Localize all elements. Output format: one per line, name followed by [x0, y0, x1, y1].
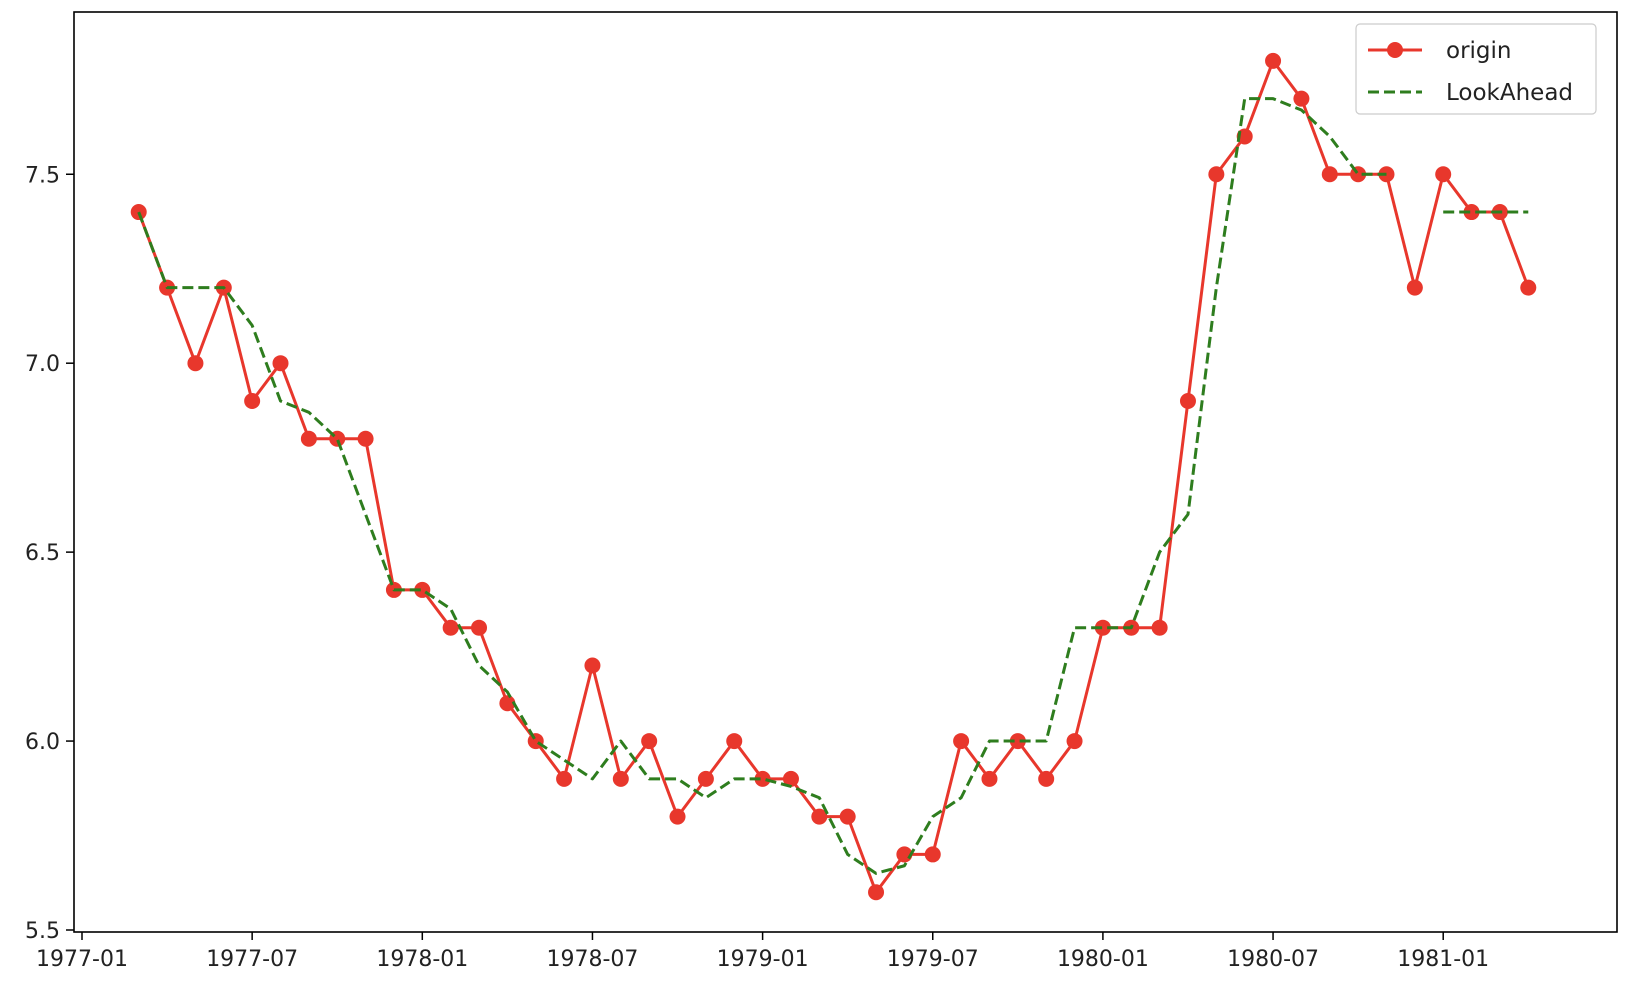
x-axis: 1977-01 1977-07 1978-01 1978-07 1979-01 1979-… — [36, 932, 1489, 972]
data-point — [811, 808, 828, 825]
x-tick-label: 1979-07 — [887, 947, 979, 972]
plot-area — [74, 12, 1617, 932]
data-point — [953, 733, 970, 750]
data-point — [527, 733, 544, 750]
data-point — [1094, 619, 1111, 636]
data-point — [754, 770, 771, 787]
x-tick-label: 1980-01 — [1057, 947, 1149, 972]
data-point — [300, 430, 317, 447]
data-point — [556, 770, 573, 787]
data-point — [981, 770, 998, 787]
legend: origin LookAhead — [1355, 23, 1597, 115]
data-point — [1520, 279, 1537, 296]
legend-label: origin — [1446, 38, 1512, 64]
data-point — [1208, 166, 1225, 183]
legend-entry-lookahead: LookAhead — [1368, 80, 1573, 106]
data-point — [1066, 733, 1083, 750]
data-point — [726, 733, 743, 750]
series-layer — [130, 52, 1537, 901]
data-point — [782, 770, 799, 787]
y-tick-label: 6.5 — [25, 541, 60, 566]
series-line-lookahead — [137, 97, 1529, 875]
data-point — [1321, 166, 1338, 183]
legend-entry-origin: origin — [1368, 38, 1512, 64]
legend-swatch-marker — [1387, 42, 1403, 58]
data-point — [697, 770, 714, 787]
y-tick-label: 6.0 — [25, 730, 60, 755]
data-point — [272, 355, 289, 372]
data-point — [1406, 279, 1423, 296]
data-point — [1378, 166, 1395, 183]
data-point — [187, 355, 204, 372]
y-tick-label: 7.0 — [25, 352, 60, 377]
x-tick-label: 1977-07 — [206, 947, 298, 972]
x-tick-label: 1981-01 — [1397, 947, 1489, 972]
data-point — [1009, 733, 1026, 750]
data-point — [471, 619, 488, 636]
data-point — [584, 657, 601, 674]
data-point — [868, 884, 885, 901]
x-tick-label: 1980-07 — [1227, 947, 1319, 972]
data-point — [1151, 619, 1168, 636]
data-point — [612, 770, 629, 787]
plot-frame — [73, 11, 1618, 933]
data-point — [839, 808, 856, 825]
data-point — [442, 619, 459, 636]
data-point — [1038, 770, 1055, 787]
data-point — [1463, 204, 1480, 221]
legend-label: LookAhead — [1446, 80, 1573, 106]
y-axis: 5.5 6.0 6.5 7.0 7.5 — [25, 163, 74, 944]
data-point — [641, 733, 658, 750]
y-tick-label: 5.5 — [25, 919, 60, 944]
x-tick-label: 1978-07 — [546, 947, 638, 972]
data-point — [499, 695, 516, 712]
y-tick-label: 7.5 — [25, 163, 60, 188]
data-point — [924, 846, 941, 863]
series-lookahead — [137, 97, 1529, 875]
data-point — [669, 808, 686, 825]
data-point — [357, 430, 374, 447]
data-point — [1179, 392, 1196, 409]
data-point — [1293, 90, 1310, 107]
x-tick-label: 1978-01 — [376, 947, 468, 972]
data-point — [1435, 166, 1452, 183]
x-tick-label: 1979-01 — [717, 947, 809, 972]
data-point — [244, 392, 261, 409]
x-tick-label: 1977-01 — [36, 947, 128, 972]
data-point — [1265, 52, 1282, 69]
